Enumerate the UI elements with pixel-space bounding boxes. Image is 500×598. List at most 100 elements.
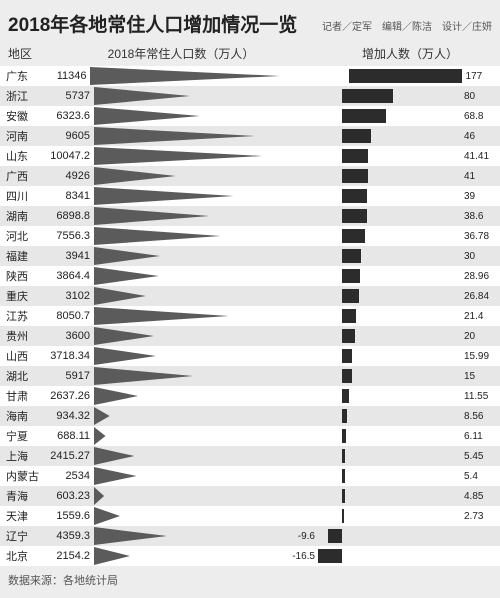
increase-bar [328,529,342,543]
increase-value: 8.56 [462,411,500,422]
chart-title: 2018年各地常住人口增加情况一览 [8,10,297,37]
region-cell: 广东 [0,68,40,84]
population-value: 2415.27 [42,450,92,462]
population-trail [92,267,271,285]
increase-value: 4.85 [462,491,500,502]
population-trail [92,287,271,305]
increase-bar-cell [349,69,464,83]
increase-value: 41.41 [462,151,500,162]
increase-bar [342,289,359,303]
increase-bar [318,549,342,563]
region-cell: 天津 [0,508,42,524]
increase-value: -16.5 [271,551,317,562]
data-rows: 广东11346177浙江573780安徽6323.668.8河南960546山东… [0,66,500,566]
chart-container: 2018年各地常住人口增加情况一览 记者／定军 编辑／陈洁 设计／庄妍 地区 2… [0,0,500,598]
increase-bar [342,449,345,463]
header-increase: 增加人数（万人） [320,45,500,62]
table-row: 上海2415.275.45 [0,446,500,466]
region-cell: 贵州 [0,328,42,344]
population-value: 8341 [42,190,92,202]
table-row: 辽宁4359.3 -9.6 [0,526,500,546]
population-value: 6323.6 [42,110,92,122]
population-trail [92,447,271,465]
increase-bar-cell [342,189,462,203]
increase-bar-cell [342,429,462,443]
increase-bar [342,369,352,383]
table-row: 广西4926 41 [0,166,500,186]
table-row: 天津1559.62.73 [0,506,500,526]
population-trail [92,107,271,125]
region-cell: 广西 [0,168,42,184]
increase-value: -9.6 [271,531,317,542]
population-trail [92,247,271,265]
increase-value: 26.84 [462,291,500,302]
table-row: 山东10047.241.41 [0,146,500,166]
increase-bar-cell [342,129,462,143]
population-trail [92,487,271,505]
increase-bar [342,209,367,223]
increase-value: 36.78 [462,231,500,242]
increase-bar-cell [342,169,462,183]
column-headers: 地区 2018年常住人口数（万人） 增加人数（万人） [0,43,500,66]
increase-bar [342,149,368,163]
population-trail [92,187,271,205]
population-value: 603.23 [42,490,92,502]
table-row: 山西3718.3415.99 [0,346,500,366]
population-value: 7556.3 [42,230,92,242]
table-row: 贵州360020 [0,326,500,346]
region-cell: 内蒙古 [0,468,42,484]
population-value: 688.11 [42,430,92,442]
table-row: 陕西3864.428.96 [0,266,500,286]
population-value: 3600 [42,330,92,342]
region-cell: 北京 [0,548,42,564]
population-value: 3864.4 [42,270,92,282]
increase-bar [342,309,356,323]
table-row: 北京2154.2-16.5 [0,546,500,566]
increase-bar [342,409,347,423]
increase-bar-cell [342,289,462,303]
region-cell: 辽宁 [0,528,42,544]
increase-bar [349,69,462,83]
increase-value: 41 [462,171,500,182]
population-value: 4926 [42,170,92,182]
increase-bar-cell [342,249,462,263]
population-value: 4359.3 [42,530,92,542]
population-value: 11346 [40,70,88,82]
table-row: 安徽6323.668.8 [0,106,500,126]
increase-value: 46 [462,131,500,142]
population-trail [92,207,271,225]
increase-bar [342,249,361,263]
table-row: 河南960546 [0,126,500,146]
region-cell: 福建 [0,248,42,264]
increase-value: 6.11 [462,431,500,442]
header-region: 地区 [0,45,42,62]
population-value: 5917 [42,370,92,382]
increase-bar-cell [342,509,462,523]
population-trail [92,307,271,325]
population-trail [92,527,271,545]
population-value: 3102 [42,290,92,302]
population-value: 2637.26 [42,390,92,402]
region-cell: 安徽 [0,108,42,124]
increase-bar [342,129,371,143]
increase-bar-cell [317,529,342,543]
population-value: 6898.8 [42,210,92,222]
credits: 记者／定军 编辑／陈洁 设计／庄妍 [322,18,492,33]
increase-bar [342,489,345,503]
increase-bar-cell [342,309,462,323]
header-population: 2018年常住人口数（万人） [42,45,320,62]
population-value: 1559.6 [42,510,92,522]
increase-value: 11.55 [462,391,500,402]
increase-value: 38.6 [462,211,500,222]
increase-bar [342,349,352,363]
table-row: 海南934.328.56 [0,406,500,426]
table-row: 浙江573780 [0,86,500,106]
increase-bar-cell [342,209,462,223]
table-row: 四川834139 [0,186,500,206]
table-row: 重庆310226.84 [0,286,500,306]
population-value: 8050.7 [42,310,92,322]
table-row: 湖北591715 [0,366,500,386]
region-cell: 海南 [0,408,42,424]
table-row: 江苏8050.721.4 [0,306,500,326]
increase-value: 5.4 [462,471,500,482]
